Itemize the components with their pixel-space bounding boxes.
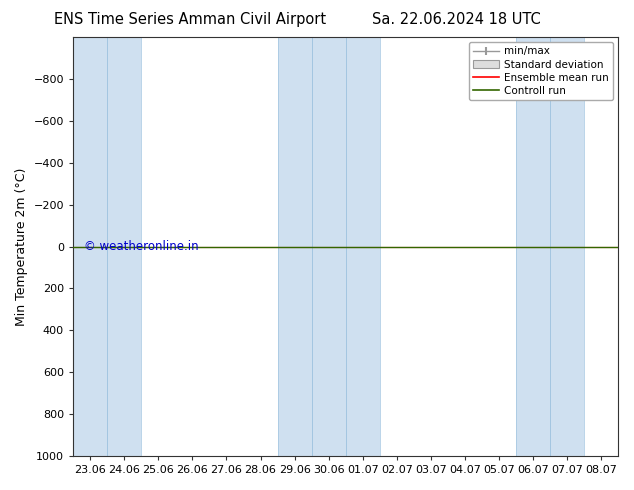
Text: ENS Time Series Amman Civil Airport: ENS Time Series Amman Civil Airport — [54, 12, 327, 27]
Bar — [516, 37, 550, 456]
Text: Sa. 22.06.2024 18 UTC: Sa. 22.06.2024 18 UTC — [372, 12, 541, 27]
Bar — [312, 37, 346, 456]
Legend: min/max, Standard deviation, Ensemble mean run, Controll run: min/max, Standard deviation, Ensemble me… — [469, 42, 613, 100]
Text: © weatheronline.in: © weatheronline.in — [84, 240, 198, 253]
Bar — [550, 37, 585, 456]
Bar — [346, 37, 380, 456]
Y-axis label: Min Temperature 2m (°C): Min Temperature 2m (°C) — [15, 167, 28, 326]
Bar — [107, 37, 141, 456]
Bar — [73, 37, 107, 456]
Bar — [278, 37, 312, 456]
